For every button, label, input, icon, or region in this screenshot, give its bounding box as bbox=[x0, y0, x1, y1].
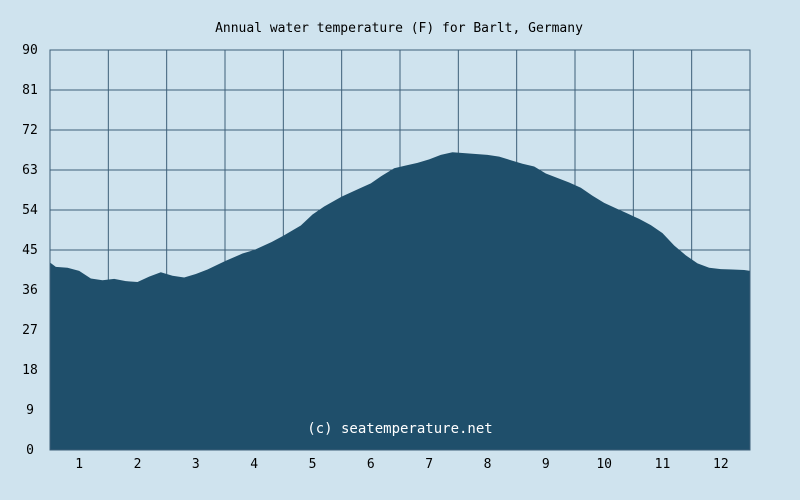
x-tick-label: 1 bbox=[75, 457, 83, 472]
water-temperature-area bbox=[50, 152, 750, 450]
y-tick-label: 63 bbox=[22, 163, 38, 178]
chart-title: Annual water temperature (F) for Barlt, … bbox=[215, 21, 583, 36]
x-tick-label: 9 bbox=[542, 457, 550, 472]
x-tick-label: 3 bbox=[192, 457, 200, 472]
y-tick-label: 9 bbox=[26, 403, 34, 418]
y-tick-label: 72 bbox=[22, 123, 38, 138]
x-tick-label: 7 bbox=[425, 457, 433, 472]
y-tick-label: 90 bbox=[22, 43, 38, 58]
y-tick-label: 0 bbox=[26, 443, 34, 458]
x-tick-label: 6 bbox=[367, 457, 375, 472]
x-tick-label: 4 bbox=[250, 457, 258, 472]
x-axis: 1 2 3 4 5 6 7 8 9 10 11 12 bbox=[75, 457, 728, 472]
y-tick-label: 54 bbox=[22, 203, 38, 218]
x-tick-label: 5 bbox=[309, 457, 317, 472]
x-tick-label: 2 bbox=[134, 457, 142, 472]
x-tick-label: 11 bbox=[655, 457, 671, 472]
plot-frame bbox=[49, 49, 751, 451]
x-tick-label: 8 bbox=[484, 457, 492, 472]
y-tick-label: 36 bbox=[22, 283, 38, 298]
y-tick-label: 45 bbox=[22, 243, 38, 258]
x-tick-label: 12 bbox=[713, 457, 729, 472]
y-tick-label: 27 bbox=[22, 323, 38, 338]
y-tick-label: 81 bbox=[22, 83, 38, 98]
watermark-credit: (c) seatemperature.net bbox=[307, 421, 492, 437]
y-tick-label: 18 bbox=[22, 363, 38, 378]
y-axis: 0 9 18 27 36 45 54 63 72 81 90 bbox=[22, 43, 38, 458]
x-tick-label: 10 bbox=[596, 457, 612, 472]
